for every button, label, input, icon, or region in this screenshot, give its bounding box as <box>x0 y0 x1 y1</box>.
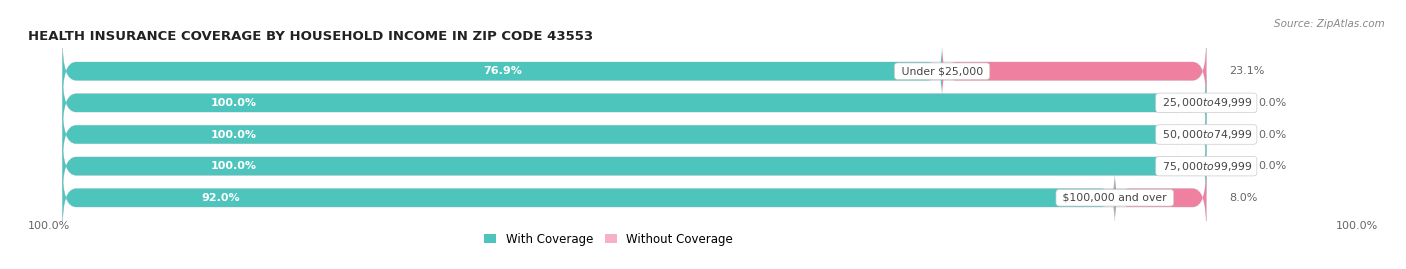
FancyBboxPatch shape <box>62 169 1206 226</box>
FancyBboxPatch shape <box>62 169 1115 226</box>
FancyBboxPatch shape <box>1178 150 1206 182</box>
Text: HEALTH INSURANCE COVERAGE BY HOUSEHOLD INCOME IN ZIP CODE 43553: HEALTH INSURANCE COVERAGE BY HOUSEHOLD I… <box>28 30 593 43</box>
Text: 76.9%: 76.9% <box>482 66 522 76</box>
Text: 92.0%: 92.0% <box>201 193 239 203</box>
Text: 23.1%: 23.1% <box>1229 66 1264 76</box>
FancyBboxPatch shape <box>62 74 1206 132</box>
Text: Under $25,000: Under $25,000 <box>897 66 987 76</box>
Text: $75,000 to $99,999: $75,000 to $99,999 <box>1159 160 1254 173</box>
FancyBboxPatch shape <box>62 43 1206 100</box>
FancyBboxPatch shape <box>62 74 1206 132</box>
Text: 100.0%: 100.0% <box>211 161 257 171</box>
FancyBboxPatch shape <box>62 106 1206 163</box>
FancyBboxPatch shape <box>62 106 1206 163</box>
FancyBboxPatch shape <box>1178 118 1206 151</box>
FancyBboxPatch shape <box>62 137 1206 195</box>
Text: 0.0%: 0.0% <box>1258 98 1286 108</box>
Text: 0.0%: 0.0% <box>1258 161 1286 171</box>
FancyBboxPatch shape <box>1115 169 1206 226</box>
Text: 100.0%: 100.0% <box>1336 221 1378 231</box>
Text: 100.0%: 100.0% <box>211 98 257 108</box>
FancyBboxPatch shape <box>62 137 1206 195</box>
Text: 8.0%: 8.0% <box>1229 193 1257 203</box>
Text: 0.0%: 0.0% <box>1258 129 1286 140</box>
Text: $100,000 and over: $100,000 and over <box>1059 193 1170 203</box>
Text: Source: ZipAtlas.com: Source: ZipAtlas.com <box>1274 19 1385 29</box>
Text: 100.0%: 100.0% <box>28 221 70 231</box>
Legend: With Coverage, Without Coverage: With Coverage, Without Coverage <box>484 233 733 246</box>
Text: 100.0%: 100.0% <box>211 129 257 140</box>
Text: $25,000 to $49,999: $25,000 to $49,999 <box>1159 96 1254 109</box>
FancyBboxPatch shape <box>942 43 1206 100</box>
Text: $50,000 to $74,999: $50,000 to $74,999 <box>1159 128 1254 141</box>
FancyBboxPatch shape <box>62 43 942 100</box>
FancyBboxPatch shape <box>1178 87 1206 119</box>
